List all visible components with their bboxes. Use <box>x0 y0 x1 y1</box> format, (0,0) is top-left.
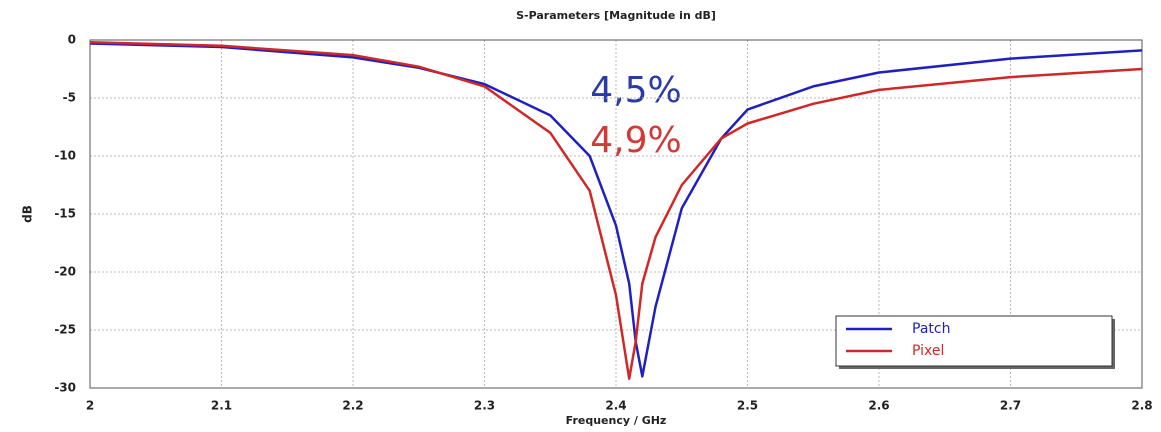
x-tick-label: 2 <box>86 399 94 413</box>
x-axis-label: Frequency / GHz <box>566 414 667 427</box>
x-tick-label: 2.5 <box>737 399 758 413</box>
y-tick-label: -30 <box>54 381 76 395</box>
y-tick-label: -5 <box>63 91 76 105</box>
chart-title: S-Parameters [Magnitude in dB] <box>516 9 716 22</box>
x-tick-label: 2.7 <box>1000 399 1021 413</box>
annotation: 4,9% <box>590 120 681 161</box>
y-tick-label: 0 <box>68 33 76 47</box>
x-tick-label: 2.3 <box>474 399 495 413</box>
x-tick-label: 2.8 <box>1131 399 1152 413</box>
y-tick-label: -20 <box>54 265 76 279</box>
y-tick-label: -15 <box>54 207 76 221</box>
legend-label: Patch <box>912 321 950 337</box>
y-tick-label: -10 <box>54 149 76 163</box>
x-tick-label: 2.1 <box>211 399 232 413</box>
y-tick-label: -25 <box>54 323 76 337</box>
x-tick-label: 2.2 <box>342 399 363 413</box>
legend-box <box>835 315 1113 367</box>
series-line <box>89 41 1143 380</box>
x-tick-label: 2.6 <box>868 399 889 413</box>
plot-frame <box>89 39 1143 389</box>
legend-label: Pixel <box>912 343 944 359</box>
y-axis-label: dB <box>21 205 35 223</box>
x-tick-label: 2.4 <box>605 399 626 413</box>
annotation: 4,5% <box>590 70 681 111</box>
